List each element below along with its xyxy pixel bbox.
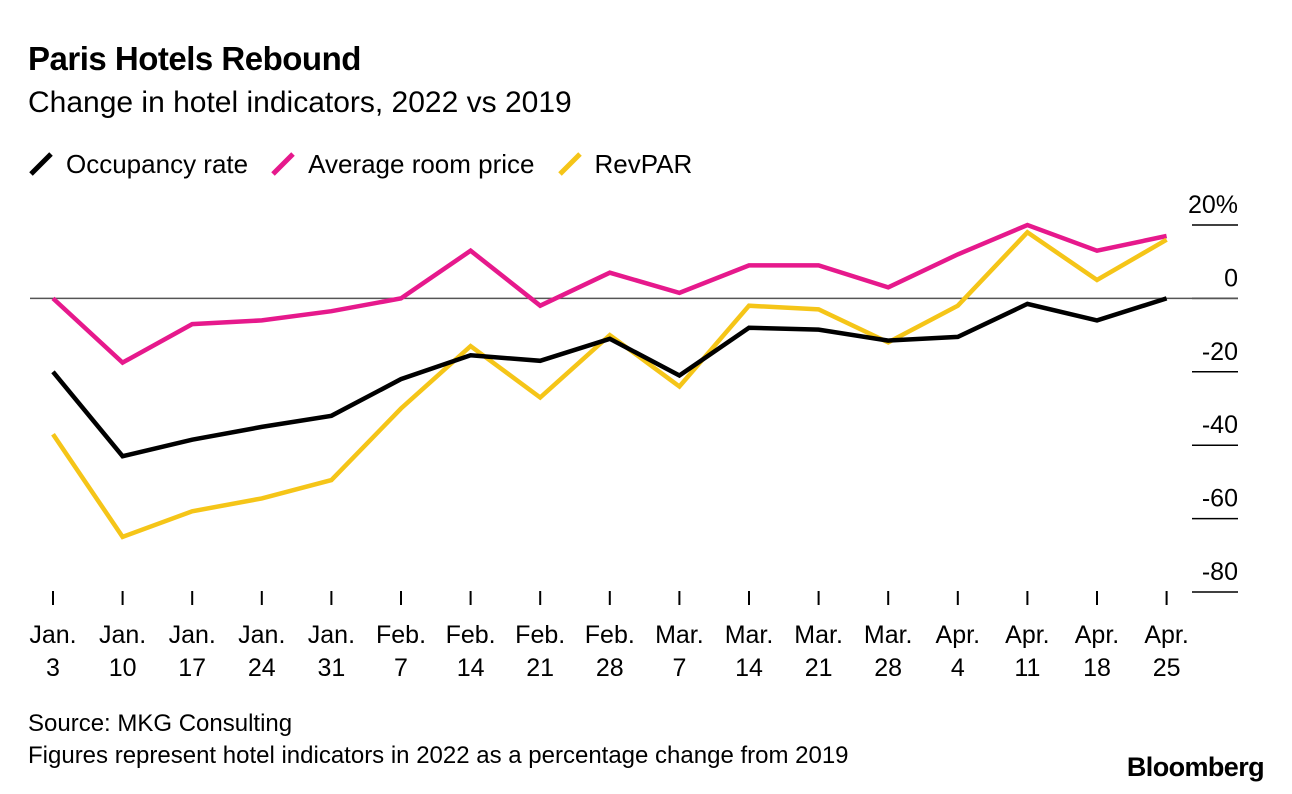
y-tick-label-5: -80 bbox=[1202, 558, 1238, 586]
legend-swatch-average-room-price-icon bbox=[271, 152, 295, 176]
series-line-average-room-price bbox=[51, 222, 1168, 366]
x-tick-label-month-14: Apr. bbox=[1005, 621, 1049, 649]
figures-note: Figures represent hotel indicators in 20… bbox=[28, 742, 849, 769]
x-tick-label-month-12: Mar. bbox=[864, 621, 913, 649]
x-tick-label-day-15: 18 bbox=[1083, 654, 1111, 682]
x-tick-label-day-6: 14 bbox=[457, 654, 485, 682]
x-tick-label-day-9: 7 bbox=[672, 654, 686, 682]
x-tick-label-month-1: Jan. bbox=[99, 621, 146, 649]
series-line-occupancy-rate bbox=[51, 296, 1168, 459]
x-tick-label-day-10: 14 bbox=[735, 654, 763, 682]
x-tick-label-day-0: 3 bbox=[46, 654, 60, 682]
legend-label-occupancy: Occupancy rate bbox=[66, 148, 249, 179]
x-tick-label-month-7: Feb. bbox=[515, 621, 565, 649]
x-tick-label-day-12: 28 bbox=[874, 654, 902, 682]
y-tick-label-0: 20% bbox=[1188, 191, 1238, 219]
legend: Occupancy rate Average room price RevPAR bbox=[28, 146, 714, 182]
x-tick-label-month-3: Jan. bbox=[238, 621, 285, 649]
x-tick-label-month-4: Jan. bbox=[308, 621, 355, 649]
x-tick-label-month-15: Apr. bbox=[1075, 621, 1119, 649]
bloomberg-logo: Bloomberg bbox=[1126, 752, 1265, 782]
y-tick-label-4: -60 bbox=[1202, 485, 1238, 513]
x-tick-label-month-10: Mar. bbox=[725, 621, 774, 649]
y-tick-label-1: 0 bbox=[1224, 264, 1238, 292]
x-tick-label-month-9: Mar. bbox=[655, 621, 704, 649]
x-tick-label-day-3: 24 bbox=[248, 654, 276, 682]
legend-item-average-room-price: Average room price bbox=[270, 148, 535, 180]
x-tick-label-day-5: 7 bbox=[394, 654, 408, 682]
legend-item-occupancy: Occupancy rate bbox=[28, 149, 248, 180]
x-tick-label-day-16: 25 bbox=[1153, 654, 1181, 682]
x-tick-label-month-11: Mar. bbox=[794, 621, 843, 649]
series-line-revpar bbox=[51, 229, 1168, 540]
x-tick-label-day-2: 17 bbox=[178, 654, 206, 682]
x-tick-label-day-13: 4 bbox=[951, 654, 965, 682]
x-tick-label-month-5: Feb. bbox=[376, 621, 426, 649]
x-tick-label-month-6: Feb. bbox=[446, 621, 496, 649]
legend-swatch-revpar-icon bbox=[557, 152, 582, 176]
legend-label-average-room-price: Average room price bbox=[308, 148, 535, 179]
chart-title: Paris Hotels Rebound bbox=[28, 40, 361, 77]
chart-subtitle: Change in hotel indicators, 2022 vs 2019 bbox=[28, 86, 572, 119]
x-tick-label-month-8: Feb. bbox=[585, 621, 635, 649]
x-tick-label-month-2: Jan. bbox=[169, 621, 216, 649]
legend-item-revpar: RevPAR bbox=[557, 148, 693, 180]
x-tick-label-day-8: 28 bbox=[596, 654, 624, 682]
x-tick-label-month-13: Apr. bbox=[936, 621, 980, 649]
x-tick-label-day-11: 21 bbox=[805, 654, 833, 682]
chart-footer: Source: MKG Consulting Figures represent… bbox=[28, 708, 849, 772]
x-tick-label-day-4: 31 bbox=[317, 654, 345, 682]
x-tick-label-day-1: 10 bbox=[109, 654, 137, 682]
source-note: Source: MKG Consulting bbox=[28, 710, 293, 737]
x-tick-label-day-7: 21 bbox=[526, 654, 554, 682]
x-tick-label-month-0: Jan. bbox=[29, 621, 76, 649]
y-tick-label-2: -20 bbox=[1202, 338, 1238, 366]
legend-label-revpar: RevPAR bbox=[594, 148, 693, 179]
y-tick-label-3: -40 bbox=[1202, 411, 1238, 439]
legend-swatch-occupancy-icon bbox=[29, 152, 53, 176]
x-tick-label-month-16: Apr. bbox=[1144, 621, 1188, 649]
x-tick-label-day-14: 11 bbox=[1014, 654, 1040, 682]
line-chart: 20% 0 -20 -40 -60 -80 Jan. 3 Jan. 10 Jan. 17 Jan. 24 J… bbox=[29, 191, 1238, 682]
